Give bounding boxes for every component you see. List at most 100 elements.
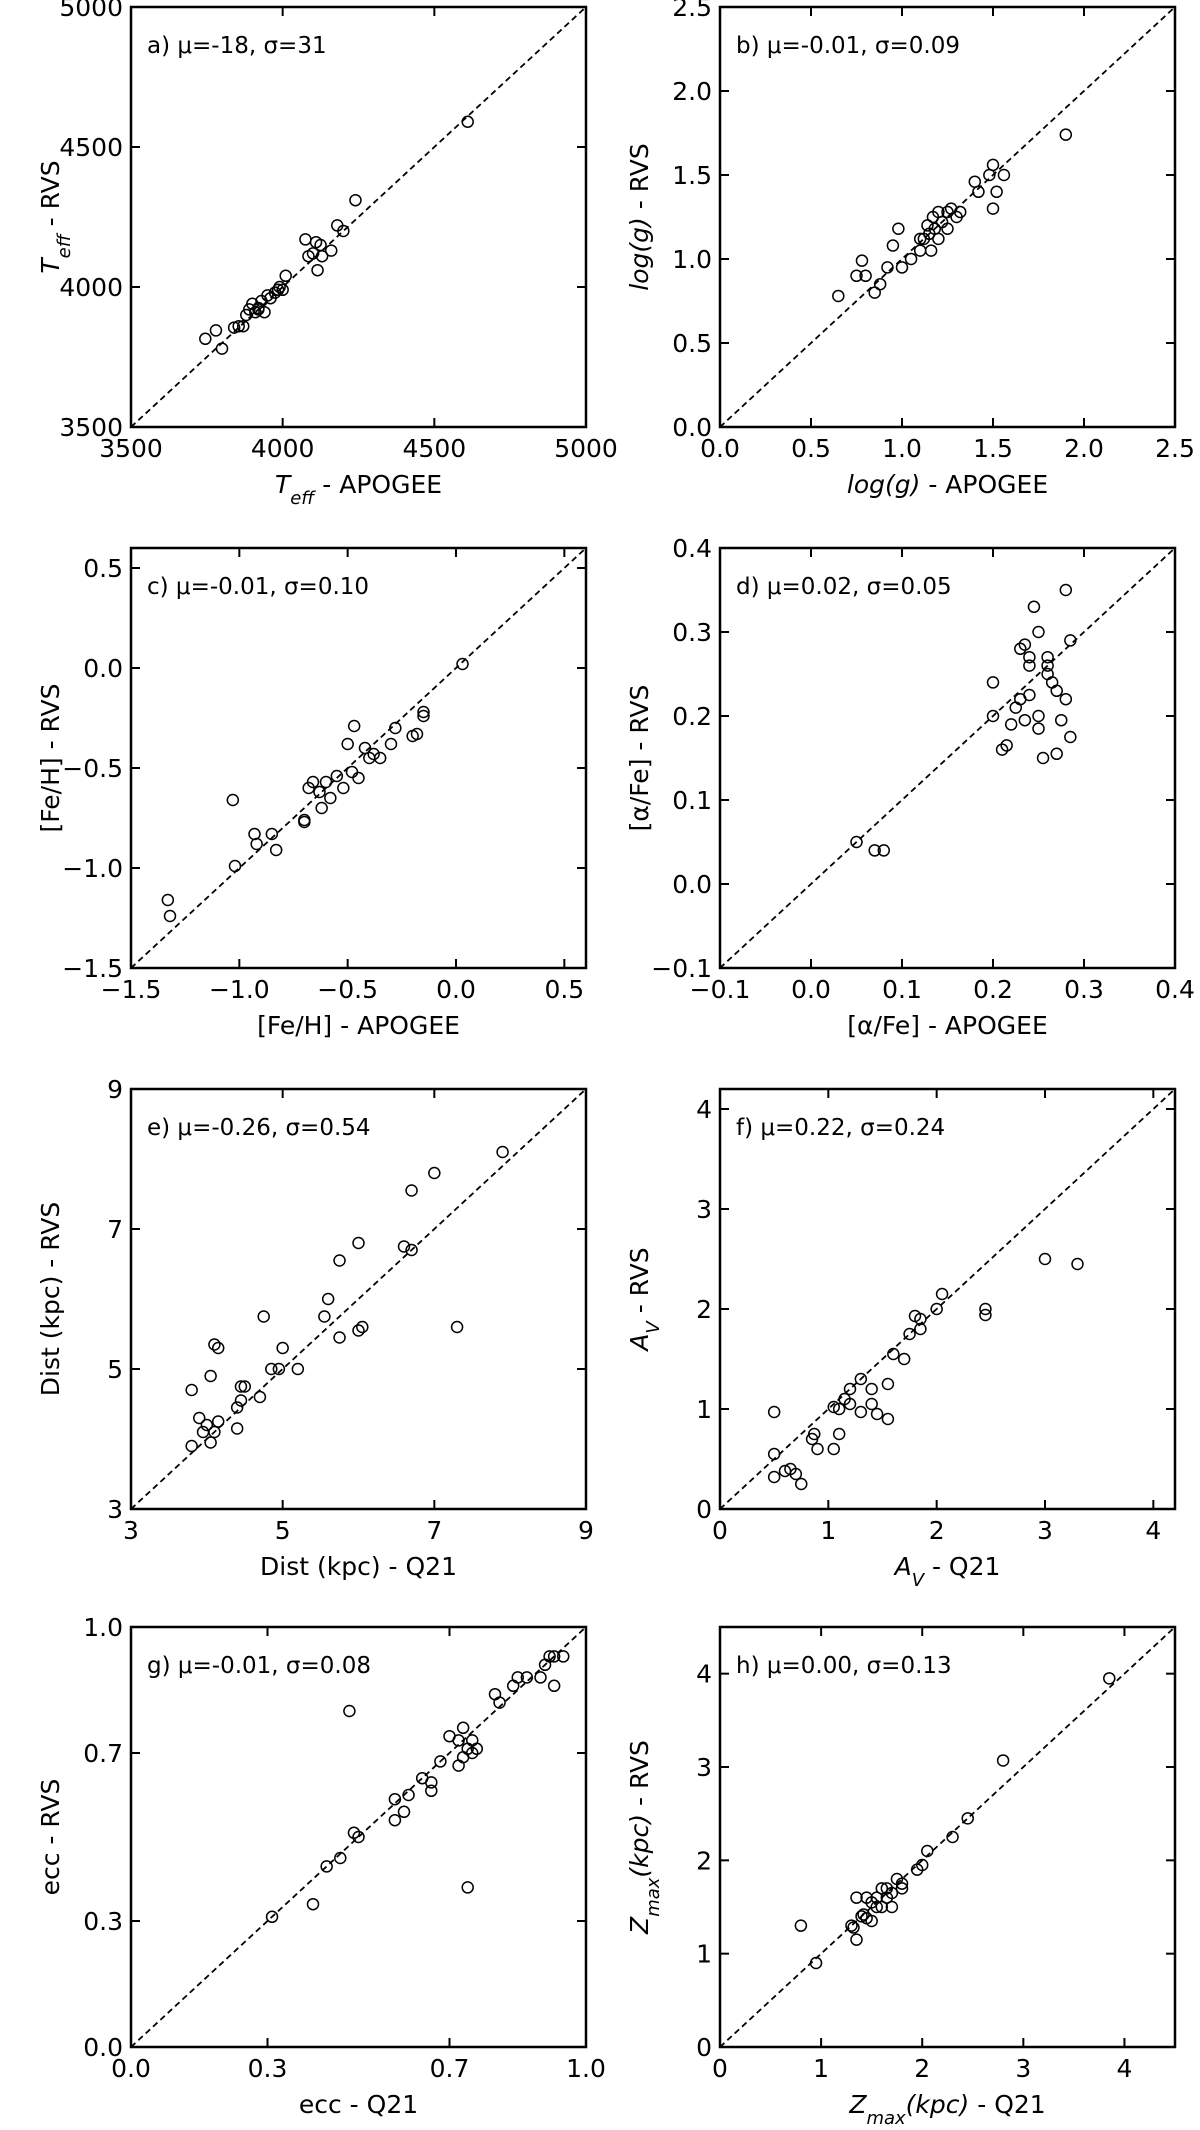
point xyxy=(461,1881,474,1894)
point xyxy=(402,1788,415,1802)
x-tick-label: 5 xyxy=(275,1516,291,1545)
point xyxy=(877,844,891,857)
point xyxy=(333,1254,346,1267)
point xyxy=(986,709,1000,723)
point xyxy=(204,1436,217,1449)
point xyxy=(193,1411,206,1425)
axis-label: Dist (kpc) - RVS xyxy=(36,1202,65,1396)
y-tick-label: 1.0 xyxy=(672,245,712,274)
x-tick-label: −1.5 xyxy=(101,975,162,1004)
y-tick-label: 0.5 xyxy=(672,329,712,358)
x-tick-label: 0.7 xyxy=(430,2054,470,2083)
axis-label: Teff - APOGEE xyxy=(275,470,442,509)
axes-frame xyxy=(718,1625,1177,2049)
x-tick-label: 2 xyxy=(929,1516,945,1545)
point xyxy=(850,1933,863,1946)
point xyxy=(930,1302,943,1316)
y-tick-label: 1.5 xyxy=(672,161,712,190)
point xyxy=(199,332,212,346)
point xyxy=(1032,722,1045,735)
point xyxy=(319,775,333,789)
point xyxy=(313,785,326,799)
y-tick-label: 0.3 xyxy=(672,618,712,647)
y-tick-label: 3500 xyxy=(59,413,123,442)
y-tick-label: 0 xyxy=(696,2033,712,2062)
annotation: g) μ=-0.01, σ=0.08 xyxy=(147,1653,371,1679)
point xyxy=(493,1696,506,1709)
point xyxy=(238,1380,251,1393)
point xyxy=(352,771,365,785)
point xyxy=(865,1914,878,1928)
x-tick-label: 4000 xyxy=(251,434,315,463)
point xyxy=(211,1415,225,1428)
point xyxy=(161,893,175,907)
label-part: (kpc) xyxy=(906,2090,970,2119)
point xyxy=(384,737,398,751)
point xyxy=(341,737,354,751)
label-part: [Fe/H] - APOGEE xyxy=(257,1011,460,1040)
annotation: f) μ=0.22, σ=0.24 xyxy=(736,1115,945,1141)
point xyxy=(767,1447,781,1461)
x-tick-label: −0.1 xyxy=(690,975,751,1004)
point xyxy=(200,1418,214,1432)
label-part: A xyxy=(893,1552,912,1581)
point xyxy=(767,1405,781,1419)
point xyxy=(913,232,927,246)
point xyxy=(496,1145,509,1159)
point xyxy=(466,1734,479,1747)
y-tick-label: 2.0 xyxy=(672,77,712,106)
label-part: max xyxy=(643,1877,664,1917)
x-tick-label: 0 xyxy=(712,2054,728,2083)
label-part: V xyxy=(643,1320,664,1334)
point xyxy=(320,1860,333,1873)
axis-label: Teff - RVS xyxy=(36,160,75,273)
identity-line xyxy=(719,1626,1176,2048)
point xyxy=(397,1240,411,1253)
point xyxy=(881,261,894,274)
y-tick-label: 0 xyxy=(696,1495,712,1524)
point xyxy=(543,1650,556,1663)
point xyxy=(347,719,361,733)
point xyxy=(265,1910,279,1924)
point xyxy=(875,1882,889,1895)
point xyxy=(827,1400,840,1414)
point xyxy=(979,1302,992,1316)
label-part: Dist (kpc) - Q21 xyxy=(260,1552,457,1581)
identity-line xyxy=(130,6,587,428)
point xyxy=(1023,650,1036,664)
point xyxy=(1032,709,1045,723)
point xyxy=(337,224,350,238)
point xyxy=(808,1427,821,1441)
point xyxy=(337,781,350,795)
point xyxy=(990,185,1003,199)
point xyxy=(265,827,279,841)
label-part: - RVS xyxy=(625,1740,654,1814)
point xyxy=(405,1184,418,1197)
point xyxy=(330,769,344,783)
point xyxy=(488,1687,502,1701)
panel: 3 5 7 9 3 5 7 9 e) μ=-0.26, σ=0.54 Dist (kpc) - Q… xyxy=(36,1075,594,1581)
point xyxy=(252,301,265,315)
y-tick-label: 3 xyxy=(696,1753,712,1782)
point xyxy=(215,342,229,355)
point xyxy=(832,1427,846,1441)
point xyxy=(832,289,845,303)
label-part: - Q21 xyxy=(969,2090,1045,2119)
point xyxy=(903,1327,916,1341)
point xyxy=(932,232,945,246)
axis-label: AV - RVS xyxy=(625,1247,664,1352)
y-tick-label: 5 xyxy=(107,1355,123,1384)
x-tick-label: 4500 xyxy=(403,434,467,463)
point xyxy=(895,1877,909,1890)
y-tick-label: 4000 xyxy=(59,273,123,302)
x-tick-label: 2.5 xyxy=(1155,434,1195,463)
point xyxy=(1009,701,1022,714)
label-part: Z xyxy=(625,1916,654,1935)
point xyxy=(279,269,292,283)
x-tick-label: 3 xyxy=(123,1516,139,1545)
label-part: - RVS xyxy=(625,143,654,217)
point xyxy=(986,676,1000,689)
point xyxy=(388,1813,402,1827)
point xyxy=(466,1746,479,1760)
point xyxy=(356,1320,369,1334)
